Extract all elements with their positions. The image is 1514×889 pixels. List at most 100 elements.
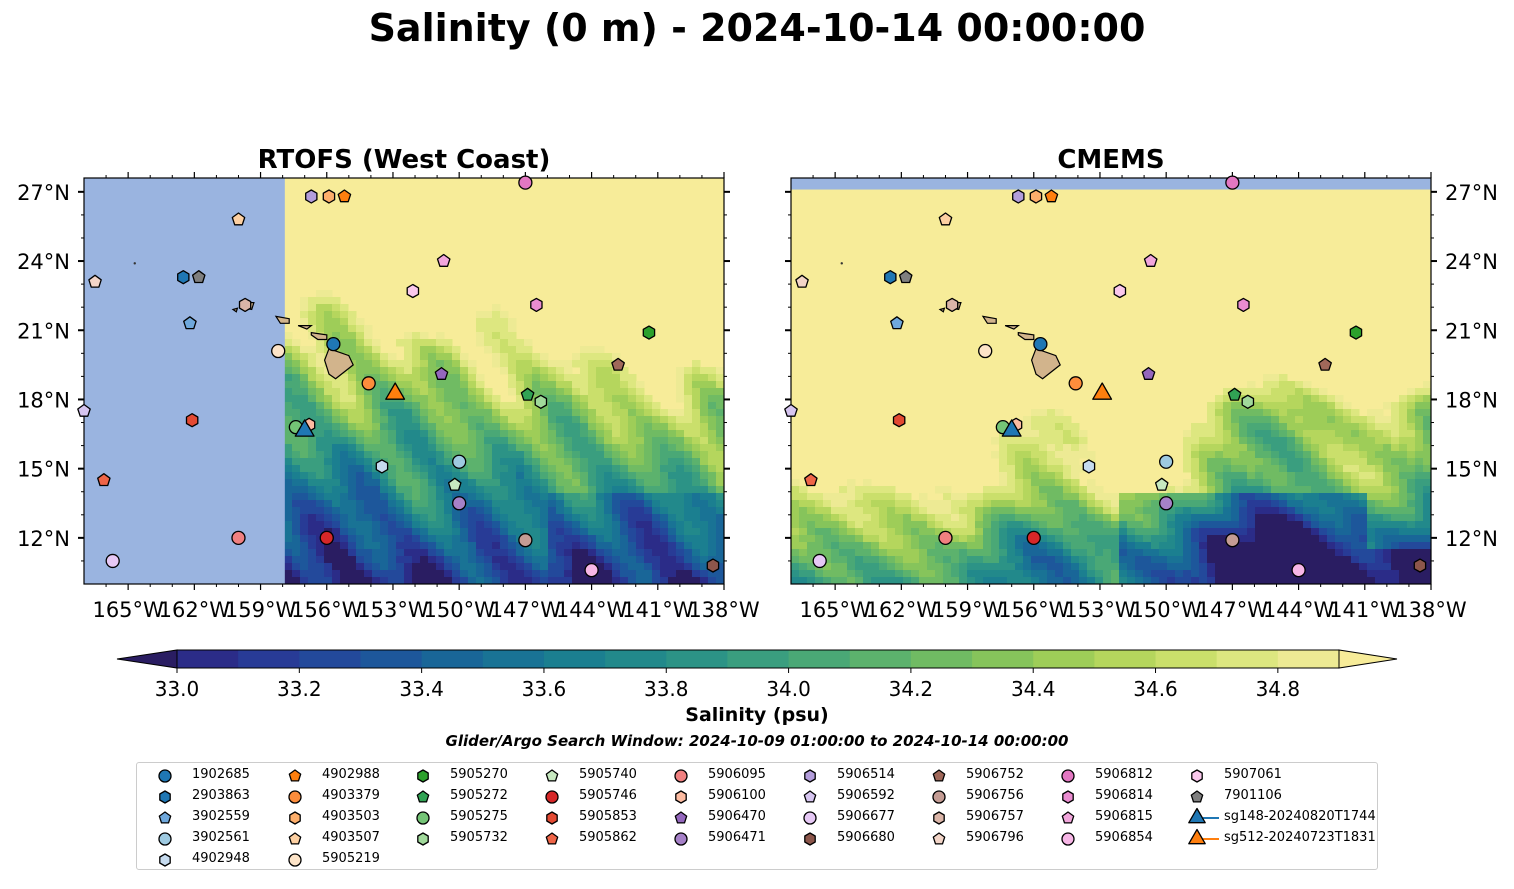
salinity-cell [1271,556,1280,564]
salinity-cell [1255,479,1264,487]
salinity-cell [364,500,373,508]
salinity-cell [1007,444,1016,452]
salinity-cell [959,549,968,557]
salinity-cell [1423,430,1431,438]
salinity-cell [1423,388,1431,396]
salinity-cell [799,507,808,515]
salinity-cell [684,458,693,466]
salinity-cell [935,528,944,536]
salinity-cell [404,332,413,340]
salinity-cell [1375,570,1384,578]
salinity-cell [300,353,309,361]
salinity-cell [951,521,960,529]
salinity-cell [644,542,653,550]
colorbar-extend-high [1338,649,1398,669]
salinity-cell [1367,514,1376,522]
salinity-cell [1215,528,1224,536]
salinity-cell [871,514,880,522]
salinity-cell [492,339,501,347]
salinity-cell [1375,528,1384,536]
salinity-cell [620,367,629,375]
salinity-cell [524,521,533,529]
salinity-cell [1007,437,1016,445]
salinity-cell [660,535,669,543]
salinity-cell [1303,458,1312,466]
salinity-cell [636,465,645,473]
salinity-cell [492,493,501,501]
salinity-cell [516,493,525,501]
salinity-cell [460,388,469,396]
salinity-cell [532,570,541,578]
salinity-cell [1423,423,1431,431]
salinity-cell [1087,514,1096,522]
salinity-cell [316,542,325,550]
salinity-cell [1071,430,1080,438]
salinity-cell [452,514,461,522]
salinity-cell [620,493,629,501]
salinity-cell [284,423,293,431]
legend-label: 3902559 [192,809,250,824]
salinity-cell [863,535,872,543]
salinity-cell [300,577,309,584]
salinity-cell [1335,472,1344,480]
salinity-cell [564,388,573,396]
salinity-cell [676,514,685,522]
salinity-cell [324,507,333,515]
salinity-cell [1383,437,1392,445]
salinity-cell [604,521,613,529]
salinity-cell [676,472,685,480]
salinity-cell [388,353,397,361]
salinity-cell [540,416,549,424]
salinity-cell [1135,528,1144,536]
salinity-cell [1199,563,1208,571]
salinity-cell [831,535,840,543]
salinity-cell [1311,472,1320,480]
salinity-cell [492,507,501,515]
salinity-cell [1399,430,1408,438]
salinity-cell [1367,430,1376,438]
salinity-cell [636,570,645,578]
salinity-cell [1199,465,1208,473]
salinity-cell [340,423,349,431]
salinity-cell [460,444,469,452]
salinity-cell [548,535,557,543]
salinity-cell [652,423,661,431]
legend-symbol [933,811,945,825]
salinity-cell [516,346,525,354]
salinity-cell [1311,402,1320,410]
salinity-cell [500,458,509,466]
salinity-cell [548,430,557,438]
salinity-cell [508,353,517,361]
salinity-cell [1079,535,1088,543]
no-data-region [84,178,285,584]
salinity-cell [1295,500,1304,508]
salinity-cell [1399,486,1408,494]
salinity-cell [1199,493,1208,501]
salinity-cell [580,444,589,452]
salinity-cell [468,514,477,522]
salinity-cell [524,472,533,480]
salinity-cell [516,563,525,571]
salinity-cell [332,528,341,536]
salinity-cell [1215,549,1224,557]
salinity-cell [1063,451,1072,459]
salinity-cell [1423,451,1431,459]
salinity-cell [596,479,605,487]
salinity-cell [692,465,701,473]
salinity-cell [684,514,693,522]
salinity-cell [1383,416,1392,424]
salinity-cell [500,444,509,452]
salinity-cell [1319,486,1328,494]
salinity-cell [1391,535,1400,543]
salinity-cell [444,430,453,438]
salinity-cell [1255,458,1264,466]
salinity-cell [1255,423,1264,431]
legend-symbol [545,769,559,782]
salinity-cell [903,542,912,550]
salinity-cell [1391,430,1400,438]
salinity-cell [324,423,333,431]
salinity-cell [895,528,904,536]
colorbar-extend-low [116,649,178,669]
salinity-cell [1255,430,1264,438]
salinity-cell [332,325,341,333]
